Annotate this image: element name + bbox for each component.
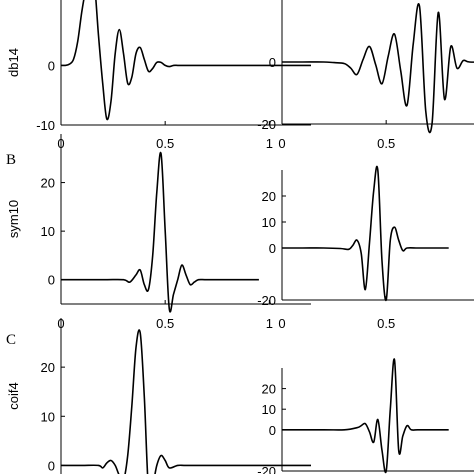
panel-4-y-tick-label: -20 <box>257 293 276 308</box>
panel-2-x-tick-label: 0.5 <box>377 136 395 151</box>
panel-1-y-tick-label: -10 <box>36 118 55 133</box>
panel-1-y-label: db14 <box>6 48 21 77</box>
panel-3-y-tick-label: 0 <box>48 273 55 288</box>
panel-5-y-tick-label: 0 <box>48 458 55 473</box>
panel-1-x-tick-label: 1 <box>266 136 273 151</box>
panel-4-y-tick-label: 10 <box>262 215 276 230</box>
panel-3-y-tick-label: 10 <box>41 224 55 239</box>
panel-5-panel-label: C <box>6 332 16 348</box>
panel-1-series-1 <box>60 0 311 121</box>
panel-6-y-tick-label: 0 <box>269 423 276 438</box>
panel-3-series-1 <box>61 151 259 313</box>
panel-2-y-tick-label: -20 <box>257 117 276 132</box>
panel-4-x-tick-label: 0.5 <box>377 316 395 331</box>
panel-5-y-tick-label: 20 <box>41 360 55 375</box>
panel-3-y-label: sym10 <box>6 200 21 238</box>
panel-6-series-1 <box>282 358 449 474</box>
panel-4-y-tick-label: 0 <box>269 241 276 256</box>
panel-3-panel-label: B <box>6 152 16 168</box>
panel-1-x-tick-label: 0.5 <box>156 136 174 151</box>
panel-6-y-tick-label: -20 <box>257 464 276 474</box>
panel-5-y-tick-label: 10 <box>41 409 55 424</box>
panel-4-y-tick-label: 20 <box>262 189 276 204</box>
panel-5-y-label: coif4 <box>6 382 21 409</box>
panel-3-x-tick-label: 1 <box>266 316 273 331</box>
panel-2-x-tick-label: 0 <box>278 136 285 151</box>
panel-3-x-tick-label: 0.5 <box>156 316 174 331</box>
panel-4-x-tick-label: 0 <box>278 316 285 331</box>
panel-3-y-tick-label: 20 <box>41 176 55 191</box>
panel-5-series-1 <box>60 329 311 474</box>
panel-6-y-tick-label: 10 <box>262 402 276 417</box>
panel-4-series-1 <box>282 165 449 302</box>
panel-2-y-tick-label: 0 <box>269 55 276 70</box>
panel-6-y-tick-label: 20 <box>262 382 276 397</box>
panel-2-series-1 <box>282 3 474 134</box>
panel-1-y-tick-label: 0 <box>48 58 55 73</box>
